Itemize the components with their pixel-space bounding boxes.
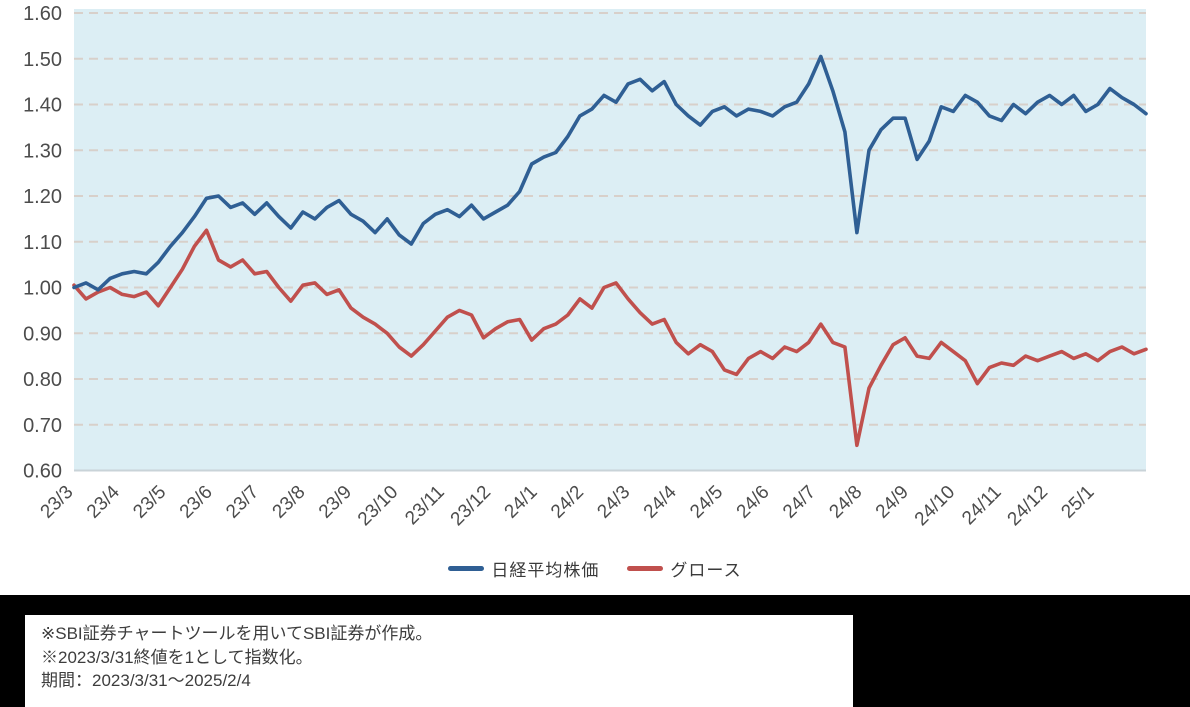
x-axis-tick-label: 24/8 [825,482,866,523]
legend-item-growth: グロース [627,556,741,581]
x-axis-tick-label: 23/9 [315,482,356,523]
x-axis-tick-label: 23/12 [447,482,495,530]
y-axis-tick-label: 1.10 [23,232,62,254]
y-axis-tick-label: 0.70 [23,415,62,437]
plot-area [74,9,1146,471]
x-axis-tick-label: 24/7 [779,482,820,523]
y-axis-tick-label: 1.60 [23,3,62,25]
y-axis-tick-label: 0.90 [23,323,62,345]
growth-line-swatch [627,566,664,571]
x-axis-tick-label: 24/4 [640,481,681,522]
x-axis-tick-label: 23/11 [401,482,448,529]
nikkei-line-swatch [448,566,485,571]
x-axis-tick-label: 24/9 [872,482,913,523]
x-axis-tick-label: 24/6 [733,482,774,523]
x-axis-tick-label: 23/6 [176,482,217,523]
x-axis-tick-label: 23/10 [354,482,402,530]
footnote-box: ※SBI証券チャートツールを用いてSBI証券が作成。 ※2023/3/31終値を… [25,615,853,707]
index-chart: 0.60 0.70 0.80 0.90 1.00 1.10 1.20 1.30 1.40 1.50… [23,3,1148,530]
x-axis-tick-label: 24/3 [593,482,634,523]
legend-label-growth: グロース [670,561,742,580]
x-axis-tick-label: 24/2 [547,482,588,523]
x-axis-tick-label: 24/11 [958,482,1005,529]
legend-item-nikkei: 日経平均株価 [448,556,599,581]
y-axis-tick-label: 1.20 [23,186,62,208]
y-axis-tick-label: 1.30 [23,140,62,162]
y-axis-tick-label: 0.80 [23,369,62,391]
x-axis-tick-label: 24/1 [501,482,542,523]
x-axis-tick-label: 24/5 [686,482,727,523]
x-axis-tick-label: 23/7 [222,482,263,523]
footnote-line-3: 期間：2023/3/31～2025/2/4 [41,671,251,690]
series-line-nikkei [72,54,1148,292]
footnote-line-2: ※2023/3/31終値を1として指数化。 [41,647,313,667]
x-axis-tick-label: 23/3 [37,482,78,523]
x-axis-tick-label: 23/8 [269,482,310,523]
chart-legend: 日経平均株価 グロース [0,556,1190,581]
footnote-panel: ※SBI証券チャートツールを用いてSBI証券が作成。 ※2023/3/31終値を… [0,595,1190,707]
x-axis-tick-label: 23/5 [129,482,170,523]
footnote-line-1: ※SBI証券チャートツールを用いてSBI証券が作成。 [41,624,433,643]
y-axis-tick-label: 1.00 [23,278,62,300]
legend-label-nikkei: 日経平均株価 [491,561,600,580]
series-line-growth [72,228,1148,448]
y-axis-tick-label: 0.60 [23,461,62,483]
y-axis-tick-label: 1.40 [23,95,62,117]
x-axis-tick-label: 25/1 [1057,482,1098,523]
x-axis-tick-label: 24/10 [911,482,959,530]
x-axis-tick-label: 23/4 [83,481,124,522]
index-chart-svg: 0.60 0.70 0.80 0.90 1.00 1.10 1.20 1.30 1.40 1.50… [23,3,1148,530]
y-axis-tick-label: 1.50 [23,49,62,71]
x-axis-tick-label: 24/12 [1004,482,1052,530]
